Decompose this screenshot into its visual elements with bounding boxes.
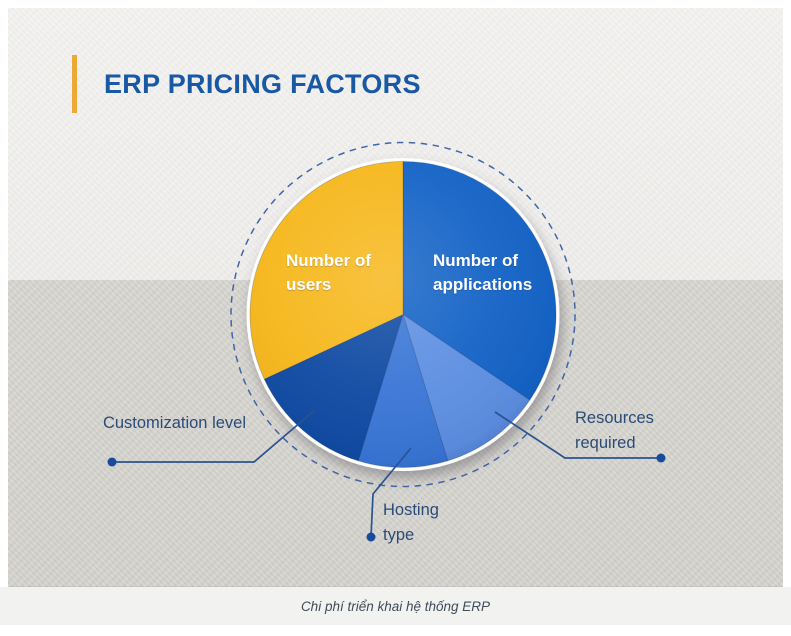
- leader-customization: [112, 409, 316, 463]
- leader-dot-customization: [107, 457, 117, 467]
- leader-resources: [494, 411, 661, 459]
- leader-dot-hosting: [366, 532, 376, 542]
- page-title: ERP PRICING FACTORS: [104, 69, 421, 99]
- figure-caption: Chi phí triển khai hệ thống ERP: [300, 598, 491, 614]
- callout-resources-required: Resources required: [575, 409, 654, 452]
- leader-dot-resources: [656, 453, 666, 463]
- pie-label-number-of-applications: Number of applications: [433, 251, 533, 294]
- callout-hosting-type: Hosting type: [383, 501, 439, 544]
- pie-label-number-of-users: Number of users: [286, 251, 371, 294]
- title-accent-bar: [72, 55, 77, 113]
- infographic: ERP PRICING FACTORS: [8, 8, 783, 587]
- callout-customization-level: Customization level: [102, 414, 246, 432]
- figure-caption-bar: Chi phí triển khai hệ thống ERP: [0, 587, 791, 625]
- leader-hosting: [370, 447, 412, 538]
- dashed-ring: [230, 141, 576, 488]
